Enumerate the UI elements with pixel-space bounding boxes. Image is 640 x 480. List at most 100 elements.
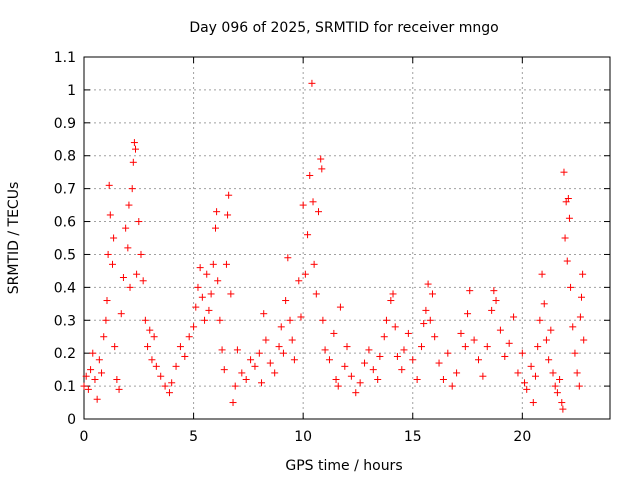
- data-point: [231, 382, 239, 390]
- x-tick-label: 15: [404, 429, 422, 445]
- data-point: [198, 293, 206, 301]
- data-point: [501, 352, 509, 360]
- data-point: [168, 379, 176, 387]
- data-point: [580, 336, 588, 344]
- data-point: [126, 283, 134, 291]
- data-point: [288, 336, 296, 344]
- data-point: [461, 343, 469, 351]
- data-point: [203, 270, 211, 278]
- data-point: [93, 395, 101, 403]
- plot-frame: [83, 56, 611, 420]
- data-point: [255, 349, 263, 357]
- data-point: [309, 198, 317, 206]
- data-point: [479, 372, 487, 380]
- x-axis-label: GPS time / hours: [285, 458, 402, 474]
- data-point: [201, 316, 209, 324]
- data-point: [404, 329, 412, 337]
- data-point: [233, 346, 241, 354]
- data-point: [573, 369, 581, 377]
- data-point: [341, 362, 349, 370]
- data-point: [271, 369, 279, 377]
- data-point: [113, 376, 121, 384]
- data-point: [80, 382, 88, 390]
- data-point: [389, 290, 397, 298]
- data-point: [192, 303, 200, 311]
- data-point: [119, 273, 127, 281]
- data-point: [413, 376, 421, 384]
- data-point: [352, 389, 360, 397]
- data-point: [464, 310, 472, 318]
- data-point: [196, 264, 204, 272]
- y-tick-label: 0.2: [54, 346, 76, 362]
- y-tick-label: 1: [67, 83, 76, 99]
- data-point: [100, 333, 108, 341]
- data-point: [133, 270, 141, 278]
- data-point: [356, 379, 364, 387]
- data-point: [220, 366, 228, 374]
- data-point: [575, 382, 583, 390]
- data-point: [319, 316, 327, 324]
- data-point: [216, 316, 224, 324]
- data-point: [129, 158, 137, 166]
- data-point: [299, 201, 307, 209]
- data-point: [475, 356, 482, 364]
- data-point: [125, 201, 133, 209]
- data-point: [579, 270, 587, 278]
- data-point: [431, 333, 439, 341]
- data-point: [488, 306, 496, 314]
- data-point: [224, 211, 232, 219]
- data-point: [87, 366, 95, 374]
- data-point: [393, 352, 401, 360]
- data-point: [534, 343, 542, 351]
- data-point: [398, 366, 406, 374]
- data-point: [124, 244, 132, 252]
- chart-grid: [84, 57, 610, 419]
- chart-title: Day 096 of 2025, SRMTID for receiver mng…: [189, 20, 498, 36]
- data-point: [545, 356, 553, 364]
- data-point: [98, 369, 106, 377]
- data-point: [560, 168, 568, 176]
- data-point: [205, 306, 213, 314]
- data-point: [141, 316, 149, 324]
- data-point: [400, 346, 408, 354]
- data-point: [176, 343, 184, 351]
- data-point: [578, 293, 586, 301]
- data-point: [108, 260, 116, 268]
- data-point: [135, 218, 143, 226]
- data-point: [576, 313, 584, 321]
- data-point: [380, 333, 388, 341]
- data-point: [561, 234, 569, 242]
- data-point: [490, 287, 498, 295]
- data-point: [144, 343, 152, 351]
- data-point: [111, 343, 119, 351]
- data-point: [332, 376, 340, 384]
- data-point: [161, 382, 169, 390]
- data-point: [212, 224, 219, 232]
- x-tick-label: 5: [189, 429, 198, 445]
- data-point: [521, 379, 529, 387]
- y-tick-label: 0.6: [54, 215, 76, 231]
- data-point: [132, 145, 140, 153]
- data-point: [295, 277, 303, 285]
- data-point: [361, 359, 369, 367]
- data-point: [565, 214, 573, 222]
- data-point: [227, 290, 235, 298]
- data-point: [229, 399, 237, 407]
- data-point: [564, 195, 572, 203]
- y-tick-label: 0.5: [54, 247, 76, 263]
- data-point: [146, 326, 154, 334]
- data-point: [496, 326, 504, 334]
- data-point: [260, 310, 268, 318]
- data-point: [556, 376, 564, 384]
- axis-tick-labels: 0 0.1 0.2 0.3 0.4 0.5 0.6 0.7 0.8 0.9 1 1.1 0 5 10 15 20: [54, 50, 532, 445]
- data-point: [547, 326, 555, 334]
- data-point: [89, 349, 97, 357]
- data-point: [418, 343, 426, 351]
- data-point: [185, 333, 193, 341]
- data-point: [247, 356, 255, 364]
- data-point: [567, 283, 575, 291]
- y-axis-label: SRMTID / TECUs: [6, 182, 22, 295]
- data-point: [297, 313, 305, 321]
- data-point: [514, 369, 522, 377]
- data-point: [457, 329, 465, 337]
